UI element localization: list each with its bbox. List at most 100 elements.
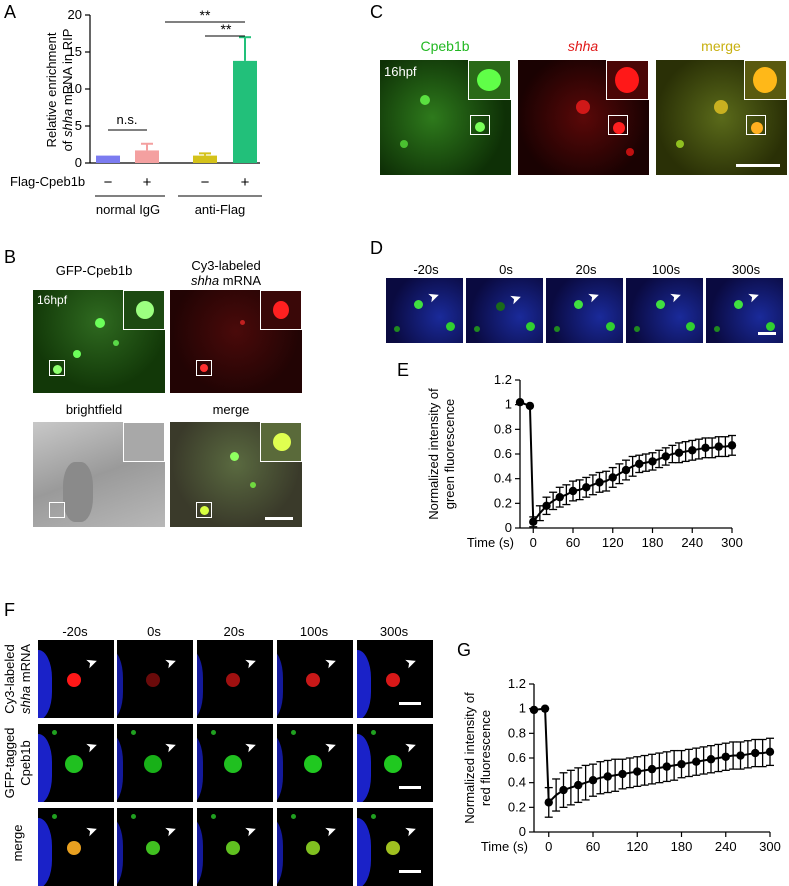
panel-label-a: A: [4, 2, 17, 22]
bar: [96, 155, 120, 163]
arrowhead-icon: ➤: [242, 736, 259, 756]
panel-a-significance: n.s. ** **: [108, 7, 245, 131]
xtick-label: 60: [566, 535, 580, 550]
panel-label-b: B: [4, 247, 17, 267]
data-point: [736, 751, 745, 760]
arrowhead-icon: ➤: [507, 288, 524, 308]
svg-text:Cy3-labeled: Cy3-labeled: [2, 644, 17, 713]
group-anti-flag: anti-Flag: [195, 202, 246, 217]
panel-b-merge-image: [170, 422, 302, 527]
panel-f-frame: ➤: [277, 808, 353, 886]
panel-f-frame: ➤: [117, 724, 193, 802]
data-point: [608, 473, 617, 482]
panel-a-ylabel-2: of shha mRNA in RIP: [60, 29, 75, 152]
panel-c-title-shha: shha: [567, 38, 599, 54]
ytick-label: 0.6: [494, 446, 512, 461]
data-point: [529, 705, 539, 715]
panel-d-time-label: 0s: [499, 262, 513, 277]
data-point: [677, 759, 686, 769]
data-point: [595, 478, 604, 487]
panel-e-svg: 0 0.2 0.4 0.6 0.8 1 1.2 0 60 120 180 240 300 Time (s)…: [426, 372, 743, 550]
panel-a-ytick: 20: [68, 7, 82, 22]
panel-f-frame: ➤: [357, 808, 433, 886]
stage-label-b: 16hpf: [37, 293, 68, 307]
panel-a-ytick: 5: [75, 118, 82, 133]
arrowhead-icon: ➤: [162, 652, 179, 672]
x-axis-label: Time (s): [467, 535, 514, 550]
arrowhead-icon: ➤: [745, 286, 762, 306]
svg-text:GFP-tagged: GFP-tagged: [2, 728, 17, 799]
arrowhead-icon: ➤: [242, 652, 259, 672]
ytick-label: 0.4: [494, 471, 512, 486]
panel-a-ytick: 10: [68, 81, 82, 96]
xtick-label: 120: [602, 535, 624, 550]
scale-bar-b: [265, 517, 293, 520]
panel-b-title-merge: merge: [212, 402, 250, 417]
bar: [193, 155, 217, 163]
arrowhead-icon: ➤: [402, 652, 419, 672]
data-point: [574, 780, 583, 790]
arrowhead-icon: ➤: [425, 286, 442, 306]
arrowhead-icon: ➤: [162, 736, 179, 756]
xtick-label: 240: [715, 839, 737, 854]
shha-image: [518, 60, 649, 175]
ytick-label: 0.2: [494, 495, 512, 510]
ytick-label: 0: [519, 824, 526, 839]
panel-label-d: D: [370, 238, 383, 258]
ytick-label: 0.2: [508, 799, 526, 814]
panel-g-chart: 0 0.2 0.4 0.6 0.8 1 1.2 0 60 120 180 240 300 Time (s)…: [462, 664, 789, 881]
panel-f-frame: ➤: [38, 640, 114, 718]
panel-g-svg: 0 0.2 0.4 0.6 0.8 1 1.2 0 60 120 180 240 300 Time (s)…: [462, 676, 781, 854]
panel-f-time-label: -20s: [62, 624, 88, 639]
data-point: [692, 757, 701, 766]
panel-f-frame: ➤: [38, 724, 114, 802]
panel-c-title-cpeb1b: Cpeb1b: [420, 38, 470, 54]
arrowhead-icon: ➤: [322, 820, 339, 840]
x-axis-label: Time (s): [481, 839, 528, 854]
data-point: [662, 762, 671, 771]
panel-f-frame: ➤: [38, 808, 114, 886]
svg-text:Cpeb1b: Cpeb1b: [18, 740, 33, 786]
panel-b-title-brightfield: brightfield: [65, 402, 123, 417]
group-normal-igg: normal IgG: [96, 202, 160, 217]
arrowhead-icon: ➤: [322, 652, 339, 672]
data-point: [721, 752, 730, 761]
scale-bar-f: [399, 702, 421, 705]
panel-a-ylabel-1: Relative enrichment: [44, 32, 59, 147]
panel-c-merge-image: [656, 60, 787, 175]
data-point: [555, 492, 564, 502]
panel-label-f: F: [4, 600, 15, 620]
scale-bar-f: [399, 870, 421, 873]
xtick-label: 0: [530, 535, 537, 550]
ytick-label: 0.8: [494, 421, 512, 436]
arrowhead-icon: ➤: [83, 652, 100, 672]
data-point: [674, 448, 684, 457]
panel-e-chart: 0 0.2 0.4 0.6 0.8 1 1.2 0 60 120 180 240 300 Time (s)…: [420, 362, 789, 572]
panel-f-row3-label: merge: [0, 808, 36, 878]
data-point: [688, 446, 697, 455]
data-point: [540, 704, 550, 713]
arrowhead-icon: ➤: [402, 736, 419, 756]
ytick-label: 0.8: [508, 725, 526, 740]
data-point: [727, 441, 737, 450]
panel-b-title-gfp: GFP-Cpeb1b: [55, 263, 133, 278]
ytick-label: 0: [505, 520, 512, 535]
data-point: [582, 483, 591, 492]
panel-d-frame: ➤: [466, 278, 543, 343]
data-point: [603, 772, 612, 781]
data-point: [529, 517, 538, 527]
data-point: [751, 748, 760, 758]
arrowhead-icon: ➤: [83, 820, 100, 840]
panel-f-time-label: 300s: [379, 624, 409, 639]
xtick-label: 300: [759, 839, 781, 854]
arrowhead-icon: ➤: [162, 820, 179, 840]
scale-bar-d: [758, 332, 776, 335]
panel-f-frame: ➤: [197, 640, 273, 718]
panel-f-time-label: 20s: [223, 624, 245, 639]
data-point: [618, 769, 627, 779]
panel-a-chart: 0 5 10 15 20 n.s. ** ** Relative enrichment …: [0, 0, 275, 230]
cy3-shha-image: [170, 290, 302, 393]
panel-f-frame: ➤: [197, 808, 273, 886]
ytick-label: 1.2: [508, 676, 526, 691]
